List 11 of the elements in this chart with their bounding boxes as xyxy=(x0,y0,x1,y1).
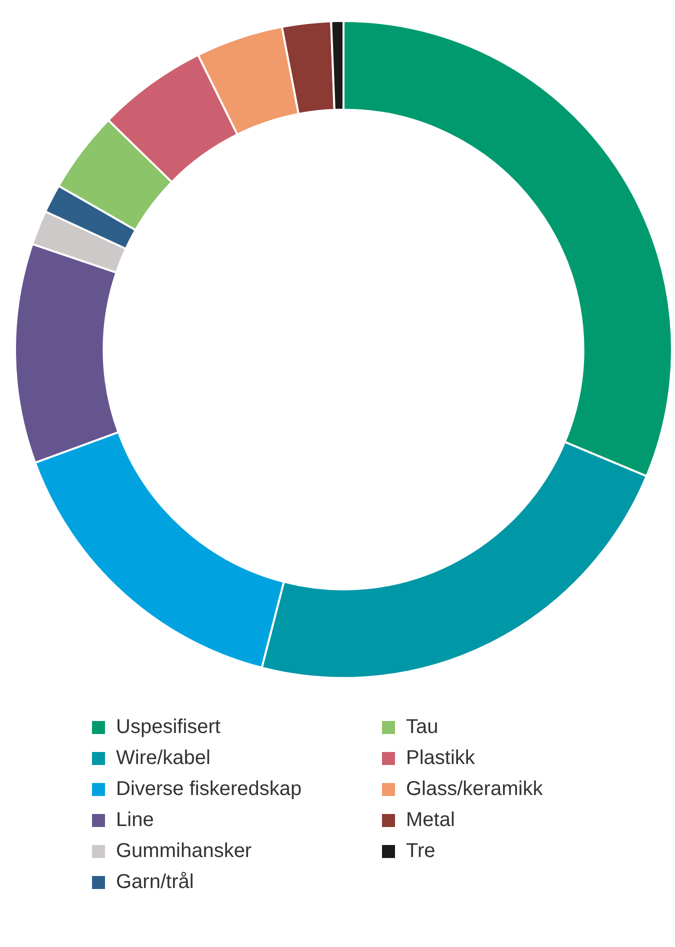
legend-label: Diverse fiskeredskap xyxy=(116,778,302,801)
legend-label: Metal xyxy=(406,809,455,832)
legend-label: Uspesifisert xyxy=(116,716,220,739)
legend-label: Tre xyxy=(406,840,436,863)
legend-label: Wire/kabel xyxy=(116,747,210,770)
legend-label: Tau xyxy=(406,716,438,739)
legend-label: Line xyxy=(116,809,154,832)
legend-label: Plastikk xyxy=(406,747,475,770)
legend-label: Garn/trål xyxy=(116,871,194,894)
legend-label: Glass/keramikk xyxy=(406,778,543,801)
legend-label: Gummihansker xyxy=(116,840,252,863)
